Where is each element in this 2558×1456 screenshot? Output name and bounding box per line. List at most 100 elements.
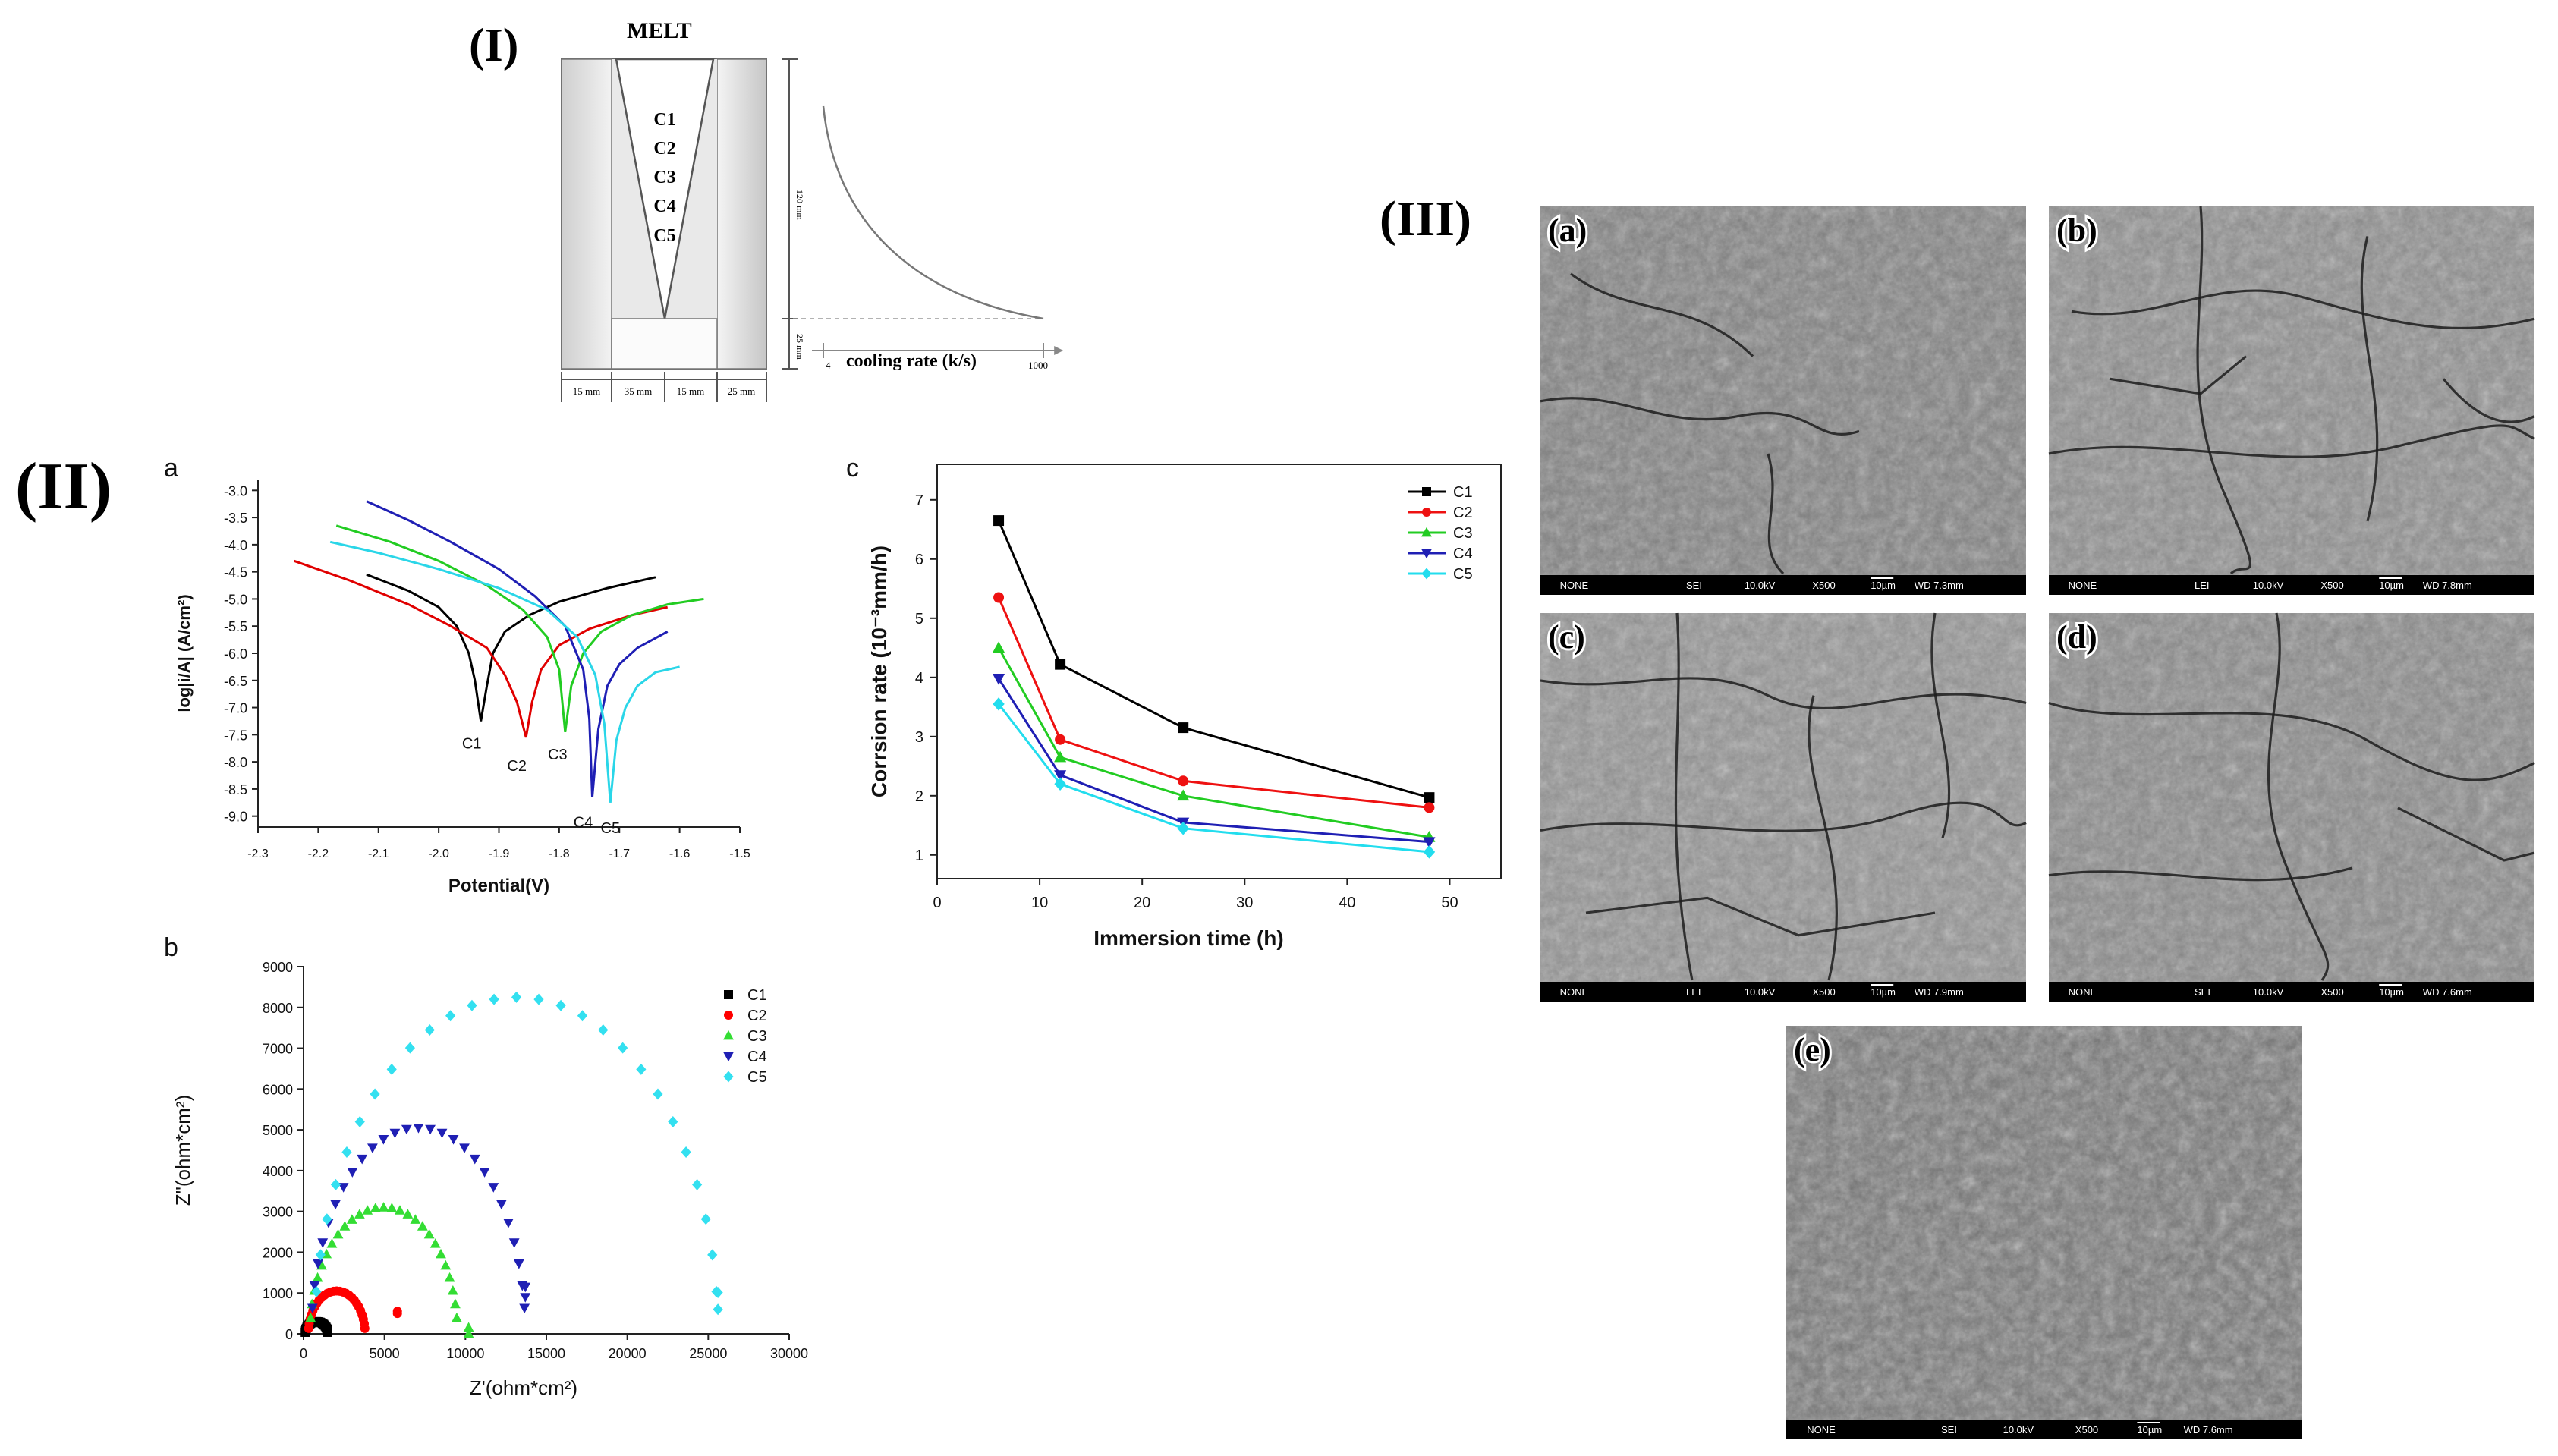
cooling-curve bbox=[822, 105, 1044, 320]
nyquist-point-c5 bbox=[511, 991, 522, 1003]
y-tick-label: -3.5 bbox=[224, 511, 247, 526]
legend-label-c1: C1 bbox=[747, 987, 767, 1004]
nyquist-point-c3 bbox=[316, 1259, 327, 1270]
sem-info-text: X500 bbox=[2320, 580, 2343, 591]
y-tick-label: 0 bbox=[285, 1327, 293, 1342]
sem-crack bbox=[1674, 612, 1694, 981]
x-axis-label: Potential(V) bbox=[448, 876, 549, 896]
nyquist-point-c3 bbox=[386, 1203, 398, 1212]
y-tick-label: 4 bbox=[915, 670, 923, 687]
x-tick-label: 15000 bbox=[527, 1346, 565, 1361]
nyquist-point-c4 bbox=[413, 1124, 424, 1134]
sem-info-text: NONE bbox=[2069, 580, 2097, 591]
y-tick-label: -7.0 bbox=[224, 701, 247, 716]
nyquist-point-c5 bbox=[354, 1116, 365, 1128]
tafel-curve-c5 bbox=[329, 540, 680, 803]
nyquist-point-c4 bbox=[469, 1154, 480, 1165]
sem-image-e: NONE SEI 10.0kV X500 10µm WD 7.6mm (e) bbox=[1786, 1026, 2302, 1439]
nyquist-point-c5 bbox=[707, 1249, 718, 1261]
nyquist-point-c4 bbox=[357, 1154, 368, 1165]
sem-info-text: 10µm bbox=[1871, 986, 1896, 998]
nyquist-point-c4 bbox=[479, 1168, 490, 1178]
nyquist-point-c4 bbox=[520, 1293, 531, 1303]
sem-crack bbox=[2397, 807, 2535, 862]
sem-grain bbox=[1786, 1026, 2302, 1439]
legend-label-c5: C5 bbox=[1453, 566, 1473, 583]
y-tick-label: -3.0 bbox=[224, 483, 247, 498]
sem-crack bbox=[1808, 695, 1839, 981]
x-tick-label: -1.8 bbox=[549, 847, 570, 860]
nyquist-point-c5 bbox=[341, 1146, 352, 1158]
sem-info-text: SEI bbox=[1941, 1424, 1957, 1436]
sem-crack bbox=[2048, 424, 2535, 458]
nyquist-point-c5 bbox=[692, 1178, 703, 1190]
sem-info-bar bbox=[2049, 982, 2534, 1002]
sem-crack bbox=[2442, 378, 2535, 423]
legend-marker-c3 bbox=[723, 1030, 734, 1040]
y-tick-label: -4.5 bbox=[224, 565, 247, 580]
nyquist-point-c4 bbox=[313, 1259, 324, 1269]
y-tick-label: 5 bbox=[915, 611, 923, 627]
y-axis-label: Corrsion rate (10⁻³mm/h) bbox=[867, 546, 891, 797]
position-c3: C3 bbox=[653, 168, 675, 187]
sem-image-c: NONE LEI 10.0kV X500 10µm WD 7.9mm (c) bbox=[1540, 612, 2027, 1002]
x-tick-label: -1.9 bbox=[489, 847, 510, 860]
sem-info-text: X500 bbox=[2075, 1424, 2098, 1436]
nyquist-chart: b 0 5000 10000 15000 20000 25000 30000 0 1000 2000… bbox=[164, 933, 808, 1399]
nyquist-point-c5 bbox=[370, 1088, 380, 1100]
nyquist-point-c5 bbox=[713, 1287, 723, 1299]
rate-point-c3 bbox=[1177, 789, 1190, 801]
y-tick-label: 6000 bbox=[263, 1082, 293, 1097]
sem-crack bbox=[2048, 866, 2353, 882]
section-label-iii: (III) bbox=[1380, 191, 1471, 247]
nyquist-point-c3 bbox=[463, 1322, 474, 1332]
y-tick-label: -8.0 bbox=[224, 755, 247, 770]
nyquist-point-c4 bbox=[367, 1143, 378, 1154]
sem-info-text: 10.0kV bbox=[1745, 580, 1776, 591]
legend-marker-c4 bbox=[723, 1052, 734, 1062]
x-tick-label: 10 bbox=[1031, 895, 1048, 911]
x-axis-label: Z'(ohm*cm²) bbox=[470, 1376, 577, 1399]
sem-crack bbox=[2048, 702, 2535, 781]
x-tick-label: 30 bbox=[1236, 895, 1253, 911]
x-tick-label: 30000 bbox=[770, 1346, 808, 1361]
legend-label-c3: C3 bbox=[747, 1028, 767, 1045]
nyquist-point-c3 bbox=[452, 1312, 462, 1322]
sem-info-text: NONE bbox=[1560, 580, 1589, 591]
sem-image-a: NONE SEI 10.0kV X500 10µm WD 7.3mm (a) bbox=[1540, 206, 2026, 595]
sem-crack bbox=[1540, 397, 1860, 436]
panel-letter-c: c bbox=[846, 454, 859, 483]
sem-info-bar bbox=[1786, 1420, 2302, 1439]
base-dimension: 25 mm bbox=[794, 334, 805, 360]
sem-info-text: 10µm bbox=[2379, 580, 2404, 591]
sem-crack bbox=[1767, 453, 1785, 575]
legend-marker-c2 bbox=[724, 1011, 733, 1020]
y-tick-label: -4.0 bbox=[224, 538, 247, 553]
sem-info-text: WD 7.8mm bbox=[2423, 580, 2472, 591]
nyquist-point-c5 bbox=[330, 1178, 341, 1190]
legend-marker-c1 bbox=[724, 990, 733, 999]
x-tick-label: -1.6 bbox=[669, 847, 691, 860]
nyquist-point-c4 bbox=[330, 1200, 341, 1210]
sem-info-text: 10.0kV bbox=[2253, 986, 2284, 998]
nyquist-point-c3 bbox=[370, 1203, 381, 1212]
width-2: 35 mm bbox=[625, 385, 652, 397]
sem-info-text: LEI bbox=[1686, 986, 1701, 998]
nyquist-point-c3 bbox=[305, 1312, 316, 1322]
sem-info-text: 10.0kV bbox=[2003, 1424, 2034, 1436]
nyquist-point-c3 bbox=[423, 1228, 435, 1239]
nyquist-point-c5 bbox=[445, 1010, 456, 1022]
y-axis-label: Z"(ohm*cm²) bbox=[171, 1095, 194, 1206]
x-tick-label: -1.7 bbox=[609, 847, 630, 860]
nyquist-point-c3 bbox=[362, 1205, 373, 1215]
position-c4: C4 bbox=[653, 197, 675, 216]
nyquist-point-c3 bbox=[410, 1214, 421, 1224]
rate-point-c5 bbox=[1423, 845, 1436, 859]
sem-grain bbox=[1540, 206, 2026, 595]
mold-schematic: (I) MELT C1 C2 C3 C4 C5 120 mm 25 mm bbox=[469, 18, 1064, 402]
legend-label-c2: C2 bbox=[747, 1008, 767, 1024]
nyquist-point-c3 bbox=[440, 1259, 452, 1270]
nyquist-point-c4 bbox=[307, 1303, 318, 1314]
section-label-ii: (II) bbox=[15, 450, 112, 524]
